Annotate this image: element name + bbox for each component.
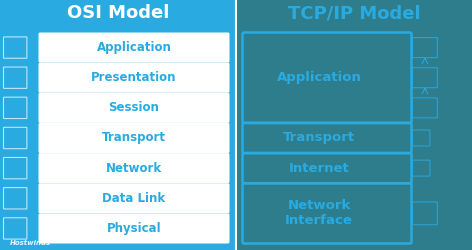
Text: Physical: Physical: [107, 222, 161, 235]
FancyBboxPatch shape: [39, 183, 229, 213]
Text: OSI Model: OSI Model: [67, 4, 169, 22]
FancyBboxPatch shape: [39, 93, 229, 123]
Text: Internet: Internet: [288, 162, 349, 175]
Text: Application: Application: [277, 71, 362, 84]
Text: Transport: Transport: [102, 132, 166, 144]
Text: Transport: Transport: [283, 132, 355, 144]
Text: Network
Interface: Network Interface: [285, 199, 353, 227]
Text: Session: Session: [109, 101, 160, 114]
Text: Hostwinds: Hostwinds: [10, 240, 51, 246]
FancyBboxPatch shape: [39, 153, 229, 183]
FancyBboxPatch shape: [39, 123, 229, 153]
FancyBboxPatch shape: [39, 63, 229, 93]
FancyBboxPatch shape: [39, 213, 229, 244]
Bar: [0, 0, 236, 250]
Bar: [236, 0, 472, 250]
Text: Network: Network: [106, 162, 162, 175]
Text: Presentation: Presentation: [91, 71, 177, 84]
Text: TCP/IP Model: TCP/IP Model: [288, 4, 420, 22]
Text: Data Link: Data Link: [102, 192, 166, 205]
Text: Application: Application: [97, 41, 171, 54]
FancyBboxPatch shape: [39, 32, 229, 63]
